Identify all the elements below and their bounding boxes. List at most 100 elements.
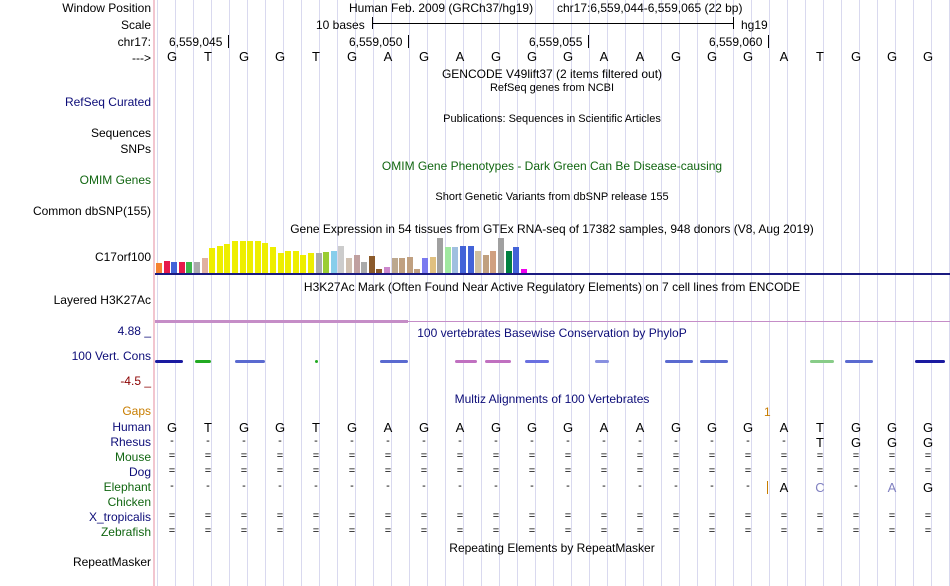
sequence-base[interactable]: T (204, 49, 212, 64)
sequence-base[interactable]: G (166, 49, 178, 64)
phylop-track[interactable] (155, 355, 950, 371)
gtex-tissue-bar[interactable] (277, 253, 284, 273)
gtex-tissue-bar[interactable] (209, 248, 216, 273)
gtex-tissue-bar[interactable] (414, 269, 421, 273)
snps-track-label[interactable]: SNPs (120, 142, 151, 156)
sequence-base[interactable]: G (670, 49, 682, 64)
gtex-tissue-bar[interactable] (315, 253, 322, 273)
gtex-tissue-bar[interactable] (216, 246, 223, 273)
gtex-tissue-bar[interactable] (482, 255, 489, 273)
phylop-track-title[interactable]: 100 vertebrates Basewise Conservation by… (417, 326, 687, 340)
gencode-track-title[interactable]: GENCODE V49lift37 (2 items filtered out) (441, 67, 663, 81)
gtex-tissue-bar[interactable] (406, 257, 413, 273)
gtex-tissue-bar[interactable] (171, 262, 178, 273)
species-mouse[interactable]: Mouse (114, 450, 151, 464)
sequence-base[interactable]: G (706, 49, 718, 64)
gtex-tissue-bar[interactable] (490, 251, 497, 273)
sequence-base[interactable]: A (635, 49, 645, 64)
multiz-track-title[interactable]: Multiz Alignments of 100 Vertebrates (454, 392, 650, 406)
gtex-tissue-bar[interactable] (201, 258, 208, 273)
gtex-tissue-bar[interactable] (156, 263, 162, 273)
h3k27ac-track-title[interactable]: H3K27Ac Mark (Often Found Near Active Re… (303, 280, 801, 294)
sequence-base[interactable]: A (383, 49, 393, 64)
sequence-base[interactable]: T (816, 49, 824, 64)
species-xtropicalis[interactable]: X_tropicalis (88, 510, 151, 524)
sequence-base[interactable]: G (238, 49, 250, 64)
h3k27ac-signal-bar[interactable] (155, 320, 408, 323)
gtex-tissue-bar[interactable] (346, 258, 352, 273)
gtex-tissue-bar[interactable] (338, 246, 345, 273)
species-elephant[interactable]: Elephant (103, 480, 151, 494)
sequence-base[interactable]: G (886, 49, 898, 64)
gtex-tissue-bar[interactable] (361, 262, 368, 273)
gene-name-label[interactable]: C17orf100 (94, 250, 151, 264)
gtex-tissue-bar[interactable] (292, 251, 299, 273)
gtex-tissue-bar[interactable] (368, 256, 375, 273)
gtex-tissue-bar[interactable] (520, 269, 527, 273)
gtex-tissue-bar[interactable] (353, 255, 360, 273)
repeatmasker-track-label[interactable]: RepeatMasker (72, 555, 151, 569)
gtex-tissue-bar[interactable] (308, 253, 314, 273)
sequence-base[interactable]: G (418, 49, 430, 64)
gtex-tissue-bar[interactable] (444, 247, 451, 273)
omim-track-title[interactable]: OMIM Gene Phenotypes - Dark Green Can Be… (381, 159, 723, 173)
gtex-tissue-bar[interactable] (505, 251, 512, 273)
gtex-tissue-bar[interactable] (460, 246, 466, 273)
gtex-track-title[interactable]: Gene Expression in 54 tissues from GTEx … (290, 222, 814, 236)
gtex-tissue-bar[interactable] (254, 241, 261, 273)
sequence-base[interactable]: G (346, 49, 358, 64)
sequence-base[interactable]: G (742, 49, 754, 64)
sequence-base[interactable]: A (599, 49, 609, 64)
sequences-track-label[interactable]: Sequences (90, 126, 151, 140)
species-zebrafish[interactable]: Zebrafish (100, 525, 151, 539)
gtex-tissue-bar[interactable] (422, 258, 428, 273)
sequence-base[interactable]: T (312, 49, 320, 64)
gtex-tissue-bar[interactable] (285, 251, 292, 273)
gtex-tissue-bar[interactable] (239, 241, 246, 273)
gtex-tissue-bar[interactable] (437, 238, 444, 273)
gtex-tissue-bar[interactable] (262, 243, 269, 273)
gtex-tissue-bar[interactable] (163, 261, 170, 273)
conservation-track-label[interactable]: 100 Vert. Cons (71, 349, 151, 363)
sequence-base[interactable]: A (455, 49, 465, 64)
gaps-label[interactable]: Gaps (122, 404, 151, 418)
repeatmasker-track-title[interactable]: Repeating Elements by RepeatMasker (449, 541, 655, 555)
sequence-base[interactable]: G (490, 49, 502, 64)
species-dog[interactable]: Dog (128, 465, 151, 479)
gtex-tissue-bar[interactable] (232, 241, 238, 273)
gtex-tissue-bar[interactable] (391, 258, 398, 273)
gtex-tissue-bar[interactable] (247, 241, 254, 273)
sequence-base[interactable]: G (850, 49, 862, 64)
gtex-tissue-bar[interactable] (452, 247, 459, 273)
gtex-tissue-bar[interactable] (475, 251, 482, 273)
h3k27ac-track-label[interactable]: Layered H3K27Ac (53, 293, 151, 307)
gtex-tissue-bar[interactable] (498, 238, 504, 273)
h3k27ac-signal-line[interactable] (408, 321, 950, 322)
strand-arrow-label[interactable]: ---> (132, 51, 151, 65)
gtex-tissue-bar[interactable] (467, 246, 474, 273)
gtex-tissue-bar[interactable] (429, 257, 436, 273)
gtex-tissue-bar[interactable] (186, 262, 193, 273)
gtex-tissue-bar[interactable] (300, 255, 307, 273)
gtex-tissue-bar[interactable] (399, 258, 406, 273)
gtex-tissue-bar[interactable] (323, 252, 330, 273)
gtex-tissue-bar[interactable] (376, 269, 383, 273)
sequence-base[interactable]: G (922, 49, 934, 64)
gtex-expression-bars[interactable] (156, 236, 556, 273)
publications-track-title[interactable]: Publications: Sequences in Scientific Ar… (443, 113, 661, 125)
gtex-tissue-bar[interactable] (270, 247, 276, 273)
gtex-tissue-bar[interactable] (224, 244, 231, 273)
dbsnp-track-title[interactable]: Short Genetic Variants from dbSNP releas… (435, 191, 669, 203)
gtex-tissue-bar[interactable] (178, 262, 185, 273)
sequence-base[interactable]: A (779, 49, 789, 64)
species-chicken[interactable]: Chicken (107, 495, 151, 509)
omim-track-label[interactable]: OMIM Genes (79, 173, 151, 187)
species-rhesus[interactable]: Rhesus (110, 435, 151, 449)
gtex-tissue-bar[interactable] (330, 251, 337, 273)
drag-gutter[interactable] (153, 0, 155, 586)
dbsnp-track-label[interactable]: Common dbSNP(155) (32, 204, 151, 218)
species-human[interactable]: Human (112, 420, 151, 434)
gtex-tissue-bar[interactable] (513, 247, 520, 273)
sequence-base[interactable]: G (562, 49, 574, 64)
gtex-tissue-bar[interactable] (194, 262, 200, 273)
